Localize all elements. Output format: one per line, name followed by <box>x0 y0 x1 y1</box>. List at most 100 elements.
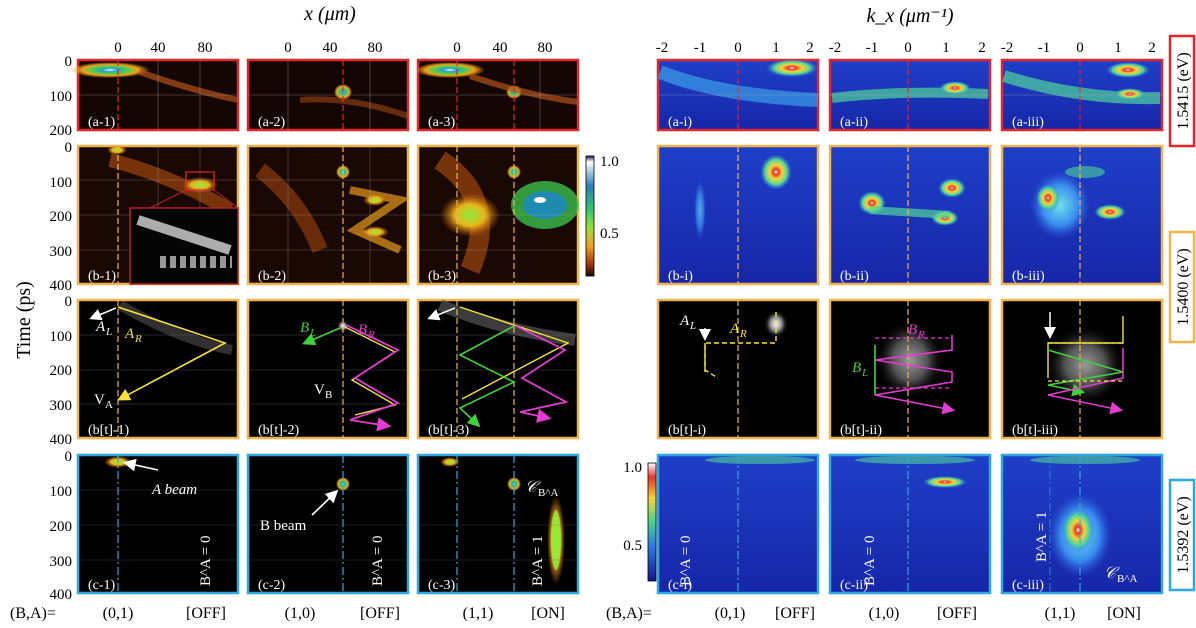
svg-text:[OFF]: [OFF] <box>937 605 977 622</box>
svg-text:[OFF]: [OFF] <box>360 605 400 622</box>
label-b-i: (b-i) <box>668 269 693 284</box>
svg-text:200: 200 <box>50 123 73 139</box>
svg-text:B^A = 1: B^A = 1 <box>1034 511 1050 562</box>
svg-text:B^A: B^A <box>1117 573 1137 585</box>
panel-bt-3: (b[t]-3) <box>416 298 580 440</box>
svg-text:0.5: 0.5 <box>600 226 619 242</box>
label-b-2: (b-2) <box>258 269 286 284</box>
label-c-iii: (c-iii) <box>1012 578 1044 593</box>
svg-text:[OFF]: [OFF] <box>186 605 226 622</box>
svg-text:-2: -2 <box>656 40 669 56</box>
svg-text:0: 0 <box>114 40 122 56</box>
panel-b-iii: (b-iii) <box>1000 144 1164 286</box>
panel-a-iii: (a-iii) <box>1000 58 1164 132</box>
panel-bt-i: A L A R (b[t]-i) <box>656 298 820 440</box>
svg-text:R: R <box>917 329 925 341</box>
svg-text:[ON]: [ON] <box>1107 605 1141 622</box>
label-bt-3: (b[t]-3) <box>428 423 470 438</box>
y-ticks-b: 0 100 200 300 400 <box>50 140 73 294</box>
svg-text:0: 0 <box>453 40 461 56</box>
svg-text:(0,1): (0,1) <box>715 605 746 622</box>
panel-a-3: (a-3) <box>415 58 580 132</box>
label-bt-2: (b[t]-2) <box>258 423 300 438</box>
label-b-1: (b-1) <box>88 269 116 284</box>
svg-text:R: R <box>134 333 142 345</box>
svg-text:B^A = 0: B^A = 0 <box>198 535 214 586</box>
svg-text:100: 100 <box>50 329 73 345</box>
svg-text:1.5415 (eV): 1.5415 (eV) <box>1175 52 1192 129</box>
svg-text:R: R <box>739 328 747 340</box>
panel-b-3: (b-3) <box>416 144 580 286</box>
label-b-3: (b-3) <box>428 269 456 284</box>
label-bt-iii: (b[t]-iii) <box>1012 423 1058 438</box>
svg-text:B beam: B beam <box>260 518 307 534</box>
svg-text:V: V <box>314 382 325 398</box>
label-b-iii: (b-iii) <box>1012 269 1045 284</box>
label-a-i: (a-i) <box>668 115 692 130</box>
svg-text:0: 0 <box>65 140 73 156</box>
svg-text:300: 300 <box>50 244 73 260</box>
label-c-i: (c-i) <box>668 578 692 593</box>
panel-c-1: A beam B^A = 0 (c-1) <box>76 453 240 595</box>
svg-text:0: 0 <box>734 40 742 56</box>
svg-text:400: 400 <box>50 587 73 603</box>
label-bt-ii: (b[t]-ii) <box>840 423 882 438</box>
svg-text:2: 2 <box>806 40 814 56</box>
svg-text:(B,A)=: (B,A)= <box>10 605 56 622</box>
svg-text:A: A <box>95 319 106 335</box>
svg-text:0: 0 <box>1076 40 1084 56</box>
k-ticks: -2 -1 0 1 2 -2 -1 0 1 2 -2 -1 0 1 2 <box>656 40 1156 56</box>
svg-text:L: L <box>309 327 316 339</box>
svg-text:1.5392 (eV): 1.5392 (eV) <box>1175 496 1192 573</box>
energy-label-1: 1.5415 (eV) <box>1168 34 1196 148</box>
panel-a-ii: (a-ii) <box>828 58 992 132</box>
panel-a-i: (a-i) <box>656 58 820 132</box>
label-c-1: (c-1) <box>88 578 116 593</box>
panel-c-i: B^A = 0 (c-i) <box>656 453 820 595</box>
bottom-labels-left: (B,A)= (0,1) [OFF] (1,0) [OFF] (1,1) [ON… <box>10 605 565 622</box>
svg-text:B: B <box>908 322 917 338</box>
svg-text:1.0: 1.0 <box>623 460 642 476</box>
svg-text:300: 300 <box>50 398 73 414</box>
panel-c-iii: B^A = 1 𝒞 B^A (c-iii) <box>1000 453 1164 595</box>
label-a-iii: (a-iii) <box>1012 115 1044 130</box>
svg-text:80: 80 <box>198 40 213 56</box>
svg-text:(1,0): (1,0) <box>869 605 900 622</box>
svg-text:200: 200 <box>50 209 73 225</box>
svg-text:(B,A)=: (B,A)= <box>606 605 652 622</box>
bottom-labels-right: (B,A)= (0,1) [OFF] (1,0) [OFF] (1,1) [ON… <box>606 605 1141 622</box>
svg-text:B^A = 1: B^A = 1 <box>530 535 546 586</box>
svg-text:L: L <box>105 326 112 338</box>
svg-text:100: 100 <box>50 484 73 500</box>
label-a-1: (a-1) <box>88 115 116 130</box>
panel-a-2: (a-2) <box>246 58 410 132</box>
svg-text:400: 400 <box>50 432 73 448</box>
colorbar-1: 1.0 0.5 <box>585 154 619 277</box>
y-ticks-bt: 0 100 200 300 400 <box>50 294 73 448</box>
panel-a-1: (a-1) <box>70 58 240 132</box>
svg-text:(1,0): (1,0) <box>285 605 316 622</box>
svg-text:B: B <box>300 320 309 336</box>
y-ticks-a: 0 100 200 <box>50 54 73 139</box>
svg-text:A: A <box>105 399 113 411</box>
svg-text:[OFF]: [OFF] <box>775 605 815 622</box>
svg-text:A: A <box>729 321 740 337</box>
svg-text:B: B <box>358 322 367 338</box>
energy-label-3: 1.5392 (eV) <box>1168 478 1196 592</box>
x-ticks: 0 40 80 0 40 80 0 40 80 <box>114 40 552 56</box>
panel-c-2: B beam B^A = 0 (c-2) <box>246 453 410 595</box>
svg-text:L: L <box>689 320 696 332</box>
label-bt-i: (b[t]-i) <box>668 423 706 438</box>
panel-bt-ii: B R B L (b[t]-ii) <box>828 298 992 440</box>
svg-text:0: 0 <box>65 54 73 70</box>
svg-text:1.5400 (eV): 1.5400 (eV) <box>1175 248 1192 325</box>
svg-text:400: 400 <box>50 278 73 294</box>
svg-text:80: 80 <box>538 40 553 56</box>
svg-text:40: 40 <box>323 40 338 56</box>
panel-b-i: (b-i) <box>656 144 820 286</box>
label-a-2: (a-2) <box>258 115 286 130</box>
panel-c-ii: B^A = 0 (c-ii) <box>828 453 992 595</box>
svg-text:200: 200 <box>50 519 73 535</box>
label-c-2: (c-2) <box>258 578 286 593</box>
x-axis-title: x (μm) <box>303 3 356 25</box>
